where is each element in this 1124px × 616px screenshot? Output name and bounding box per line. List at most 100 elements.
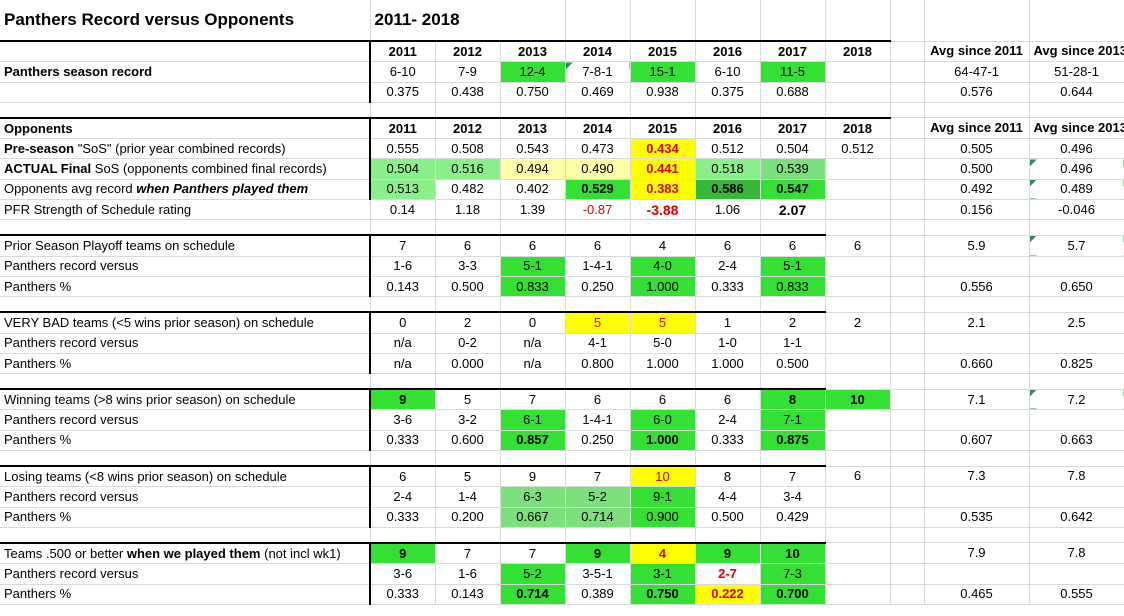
row-label[interactable]: Prior Season Playoff teams on schedule [0, 234, 371, 257]
cell[interactable]: 5 [435, 388, 501, 411]
cell[interactable]: 7 [500, 541, 566, 565]
cell[interactable]: 8 [695, 465, 761, 488]
cell[interactable]: 1-0 [695, 333, 761, 354]
cell[interactable]: 6 [630, 388, 696, 411]
row-label[interactable]: Pre-season "SoS" (prior year combined re… [0, 138, 371, 160]
cell[interactable]: n/a [369, 353, 436, 375]
cell[interactable]: 0.938 [630, 82, 696, 103]
cell[interactable]: 0.389 [565, 584, 631, 605]
row-label[interactable]: Panthers record versus [0, 333, 371, 354]
cell[interactable]: 1-4-1 [565, 256, 631, 277]
year-header[interactable]: 2014 [565, 116, 631, 140]
cell[interactable]: 0.496 [1029, 158, 1124, 180]
cell[interactable]: 6 [695, 234, 761, 257]
cell[interactable]: 7 [760, 465, 826, 488]
cell[interactable]: 0.539 [760, 158, 826, 180]
cell[interactable]: 7 [565, 465, 631, 488]
sheet-title[interactable]: Panthers Record versus Opponents [0, 0, 371, 42]
cell[interactable]: 6 [435, 234, 501, 257]
cell[interactable]: 0.555 [369, 138, 436, 160]
cell[interactable]: 7.8 [1029, 466, 1124, 488]
cell[interactable] [825, 256, 891, 277]
cell[interactable]: 0.156 [924, 199, 1030, 221]
cell[interactable]: -0.87 [565, 199, 631, 221]
avg-header[interactable]: Avg since 2013 [1029, 117, 1124, 140]
cell[interactable]: 4-4 [695, 486, 761, 508]
cell[interactable]: 0.429 [760, 507, 826, 528]
cell[interactable]: 0.825 [1029, 353, 1124, 375]
cell[interactable]: 10 [825, 389, 891, 411]
cell[interactable]: 5-0 [630, 333, 696, 354]
cell[interactable]: 5-1 [760, 256, 826, 277]
row-label[interactable]: Panthers record versus [0, 486, 371, 508]
row-label[interactable]: Panthers % [0, 276, 371, 298]
year-header[interactable]: 2016 [695, 40, 761, 63]
cell[interactable]: 4-1 [565, 333, 631, 354]
cell[interactable]: 1.06 [695, 199, 761, 221]
year-header[interactable]: 2013 [500, 40, 566, 63]
row-label[interactable]: Panthers record versus [0, 256, 371, 277]
cell[interactable] [825, 507, 891, 528]
cell[interactable]: 6 [369, 465, 436, 488]
cell[interactable]: 4 [630, 234, 696, 257]
cell[interactable]: 5-2 [500, 563, 566, 585]
cell[interactable]: 12-4 [500, 61, 566, 83]
cell[interactable]: 64-47-1 [924, 61, 1030, 83]
avg-header[interactable]: Avg since 2011 [924, 117, 1030, 140]
cell[interactable]: 1.000 [630, 430, 696, 452]
cell[interactable]: 0.500 [924, 158, 1030, 180]
cell[interactable]: 2.07 [760, 199, 826, 221]
cell[interactable]: 3-3 [435, 256, 501, 277]
cell[interactable]: 7 [369, 234, 436, 257]
cell[interactable]: 0.857 [500, 430, 566, 452]
cell[interactable]: 0.555 [1029, 584, 1124, 605]
cell[interactable]: 0.375 [369, 82, 436, 103]
cell[interactable]: 9-1 [630, 486, 696, 508]
cell[interactable]: 1.000 [630, 276, 696, 298]
cell[interactable]: 0.14 [370, 199, 436, 221]
cell[interactable]: 6-1 [500, 409, 566, 431]
cell[interactable]: 0.663 [1029, 430, 1124, 452]
cell[interactable]: 0.512 [695, 138, 761, 160]
section-header[interactable]: Opponents [0, 116, 371, 140]
cell[interactable]: 1-1 [760, 333, 826, 354]
cell[interactable]: 6 [565, 388, 631, 411]
cell[interactable]: 9 [369, 541, 436, 565]
cell[interactable]: 3-2 [435, 409, 501, 431]
cell[interactable]: 0.714 [565, 507, 631, 528]
year-header[interactable]: 2011 [369, 40, 436, 63]
cell[interactable]: 2 [435, 311, 501, 334]
cell[interactable]: 2.1 [924, 312, 1030, 334]
row-label[interactable]: VERY BAD teams (<5 wins prior season) on… [0, 311, 371, 334]
cell[interactable]: 9 [500, 465, 566, 488]
cell[interactable]: 6 [565, 234, 631, 257]
year-header[interactable]: 2012 [435, 116, 501, 140]
year-header[interactable]: 2018 [825, 116, 891, 140]
cell[interactable]: n/a [500, 353, 566, 375]
cell[interactable]: 7-3 [760, 563, 826, 585]
cell[interactable]: 7.3 [924, 466, 1030, 488]
cell[interactable]: 0.505 [924, 138, 1030, 160]
cell[interactable]: 0.500 [695, 507, 761, 528]
row-label[interactable]: ACTUAL Final SoS (opponents combined fin… [0, 158, 371, 180]
cell[interactable]: 0.833 [760, 276, 826, 298]
cell[interactable]: 0.333 [695, 430, 761, 452]
year-header[interactable]: 2011 [369, 116, 436, 140]
cell[interactable]: 0.504 [760, 138, 826, 160]
cell[interactable]: 5-1 [500, 256, 566, 277]
cell[interactable]: 0.494 [500, 158, 566, 180]
cell[interactable]: 0.492 [924, 179, 1030, 201]
cell[interactable]: 0.875 [760, 430, 826, 452]
cell[interactable] [825, 61, 891, 83]
cell[interactable]: 6-3 [500, 486, 566, 508]
avg-header[interactable]: Avg since 2011 [924, 41, 1030, 63]
cell[interactable]: 0.504 [369, 158, 436, 180]
cell[interactable]: 0.508 [435, 138, 501, 160]
cell[interactable]: 2-7 [695, 563, 761, 585]
cell[interactable]: 0.441 [630, 158, 696, 180]
cell[interactable] [825, 82, 891, 103]
cell[interactable]: 0.333 [369, 507, 436, 528]
cell[interactable]: n/a [369, 333, 436, 354]
cell[interactable]: 0.333 [695, 276, 761, 298]
cell[interactable] [825, 179, 891, 201]
